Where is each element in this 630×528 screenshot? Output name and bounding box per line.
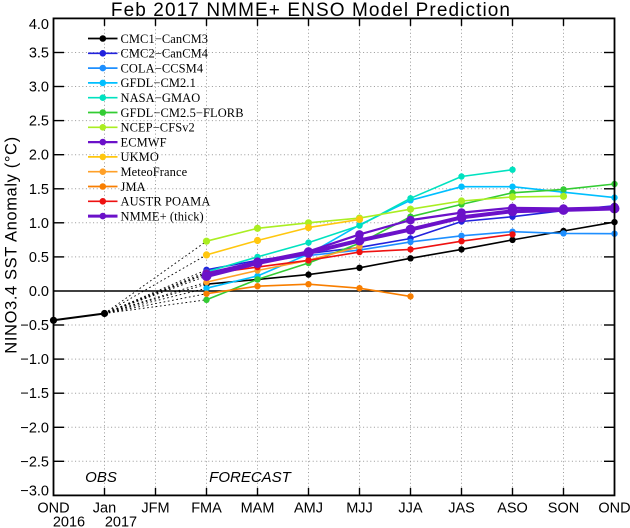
svg-text:0.5: 0.5	[29, 250, 49, 266]
svg-text:2016: 2016	[53, 515, 85, 528]
svg-text:2.5: 2.5	[29, 114, 49, 130]
svg-text:CMC2−CanCM4: CMC2−CanCM4	[121, 47, 209, 61]
svg-text:GFDL−CM2.5−FLORB: GFDL−CM2.5−FLORB	[121, 106, 244, 120]
svg-text:JAS: JAS	[448, 501, 475, 517]
svg-text:NCEP−CFSv2: NCEP−CFSv2	[121, 121, 195, 135]
svg-text:OND: OND	[598, 501, 630, 517]
svg-text:3.0: 3.0	[29, 80, 49, 96]
svg-text:0.0: 0.0	[29, 284, 49, 300]
svg-text:Jan: Jan	[93, 501, 116, 517]
svg-text:JJA: JJA	[398, 501, 423, 517]
svg-text:NINO3.4 SST Anomaly (°C): NINO3.4 SST Anomaly (°C)	[3, 136, 21, 353]
svg-text:FMA: FMA	[191, 501, 222, 517]
svg-text:−1.0: −1.0	[20, 352, 49, 368]
svg-text:ASO: ASO	[497, 501, 528, 517]
svg-text:2.0: 2.0	[29, 148, 49, 164]
svg-text:AUSTR POAMA: AUSTR POAMA	[121, 195, 211, 209]
svg-text:4.0: 4.0	[29, 17, 49, 33]
svg-text:OND: OND	[37, 501, 69, 517]
svg-text:JFM: JFM	[141, 501, 169, 517]
svg-text:SON: SON	[548, 501, 579, 517]
svg-text:−2.0: −2.0	[20, 420, 49, 436]
svg-text:−0.5: −0.5	[20, 318, 49, 334]
svg-text:1.0: 1.0	[29, 216, 49, 232]
svg-text:−3.0: −3.0	[20, 484, 49, 500]
svg-text:MeteoFrance: MeteoFrance	[121, 165, 188, 179]
svg-text:GFDL−CM2.1: GFDL−CM2.1	[121, 76, 196, 90]
svg-text:NASA−GMAO: NASA−GMAO	[121, 91, 201, 105]
svg-text:−1.5: −1.5	[20, 386, 49, 402]
svg-text:FORECAST: FORECAST	[209, 469, 293, 486]
svg-text:MJJ: MJJ	[346, 501, 373, 517]
svg-text:COLA−CCSM4: COLA−CCSM4	[121, 61, 204, 75]
svg-text:UKMO: UKMO	[121, 150, 159, 164]
svg-text:−2.5: −2.5	[20, 454, 49, 470]
svg-text:CMC1−CanCM3: CMC1−CanCM3	[121, 32, 209, 46]
svg-text:1.5: 1.5	[29, 182, 49, 198]
svg-text:NMME+ (thick): NMME+ (thick)	[121, 209, 204, 223]
svg-text:MAM: MAM	[241, 501, 275, 517]
svg-text:JMA: JMA	[121, 180, 146, 194]
svg-text:AMJ: AMJ	[294, 501, 323, 517]
svg-text:OBS: OBS	[85, 469, 117, 486]
svg-text:3.5: 3.5	[29, 46, 49, 62]
svg-text:2017: 2017	[105, 515, 137, 528]
svg-text:ECMWF: ECMWF	[121, 135, 167, 149]
svg-text:Feb 2017 NMME+ ENSO Model Pred: Feb 2017 NMME+ ENSO Model Prediction	[111, 0, 511, 21]
